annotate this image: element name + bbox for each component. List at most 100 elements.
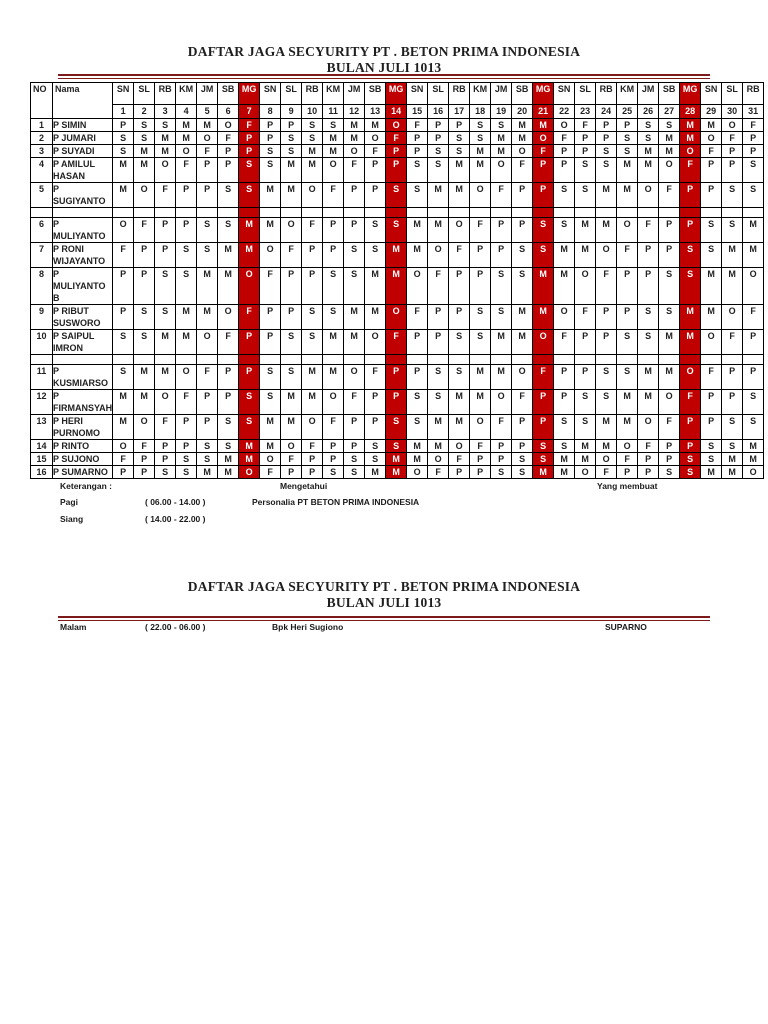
spacer-cell: [700, 207, 723, 218]
day-header-29: SN: [700, 82, 723, 105]
schedule-cell: M: [616, 157, 639, 183]
schedule-cell: M: [385, 452, 408, 466]
schedule-cell: P: [175, 217, 198, 243]
day-number-23: 23: [574, 104, 597, 119]
col-header-name: Nama: [51, 82, 114, 119]
spacer-cell: [406, 207, 429, 218]
schedule-cell: M: [406, 452, 429, 466]
schedule-cell: M: [175, 131, 198, 145]
schedule-cell: M: [217, 242, 240, 268]
schedule-cell: F: [301, 217, 324, 243]
schedule-cell: M: [721, 242, 744, 268]
table-row: 14 P RINTO O F P P S S M M O F P P S S M M O F P P S S M M O F P P S S M: [30, 439, 765, 453]
schedule-cell: P: [364, 157, 387, 183]
schedule-cell: P: [595, 118, 618, 132]
schedule-cell: M: [532, 267, 555, 305]
schedule-cell: M: [364, 465, 387, 479]
schedule-cell: P: [469, 267, 492, 305]
schedule-cell: S: [490, 267, 513, 305]
day-header-31: RB: [742, 82, 765, 105]
schedule-cell: O: [175, 144, 198, 158]
guard-name: P SIMIN: [51, 118, 114, 132]
spacer-cell: [553, 207, 576, 218]
schedule-cell: S: [238, 182, 261, 208]
schedule-cell: M: [742, 242, 765, 268]
schedule-cell: S: [574, 389, 597, 415]
schedule-cell: P: [616, 267, 639, 305]
mengetahui-label: Mengetahui: [280, 481, 328, 491]
schedule-cell: S: [511, 267, 534, 305]
schedule-cell: P: [448, 267, 471, 305]
schedule-cell: S: [721, 414, 744, 440]
spacer-cell: [469, 207, 492, 218]
schedule-cell: M: [301, 364, 324, 390]
schedule-cell: P: [742, 364, 765, 390]
schedule-cell: S: [427, 364, 450, 390]
schedule-cell: M: [490, 131, 513, 145]
day-number-27: 27: [658, 104, 681, 119]
schedule-cell: S: [343, 452, 366, 466]
schedule-cell: S: [133, 304, 156, 330]
schedule-cell: M: [217, 267, 240, 305]
schedule-cell: F: [532, 364, 555, 390]
schedule-cell: P: [595, 329, 618, 355]
schedule-cell: P: [490, 439, 513, 453]
schedule-cell: P: [196, 389, 219, 415]
schedule-cell: S: [406, 414, 429, 440]
schedule-cell: P: [658, 217, 681, 243]
day-number-8: 8: [259, 104, 282, 119]
schedule-cell: P: [679, 217, 702, 243]
schedule-cell: O: [196, 131, 219, 145]
schedule-cell: S: [259, 389, 282, 415]
schedule-cell: S: [112, 131, 135, 145]
schedule-cell: M: [679, 118, 702, 132]
schedule-cell: P: [364, 414, 387, 440]
day-header-13: SB: [364, 82, 387, 105]
spacer-cell: [301, 207, 324, 218]
spacer-cell: [658, 207, 681, 218]
schedule-cell: S: [154, 118, 177, 132]
schedule-cell: M: [742, 439, 765, 453]
schedule-cell: O: [448, 439, 471, 453]
schedule-cell: M: [238, 452, 261, 466]
schedule-cell: M: [154, 329, 177, 355]
schedule-cell: M: [364, 267, 387, 305]
schedule-cell: O: [595, 242, 618, 268]
schedule-cell: P: [112, 118, 135, 132]
schedule-cell: M: [343, 329, 366, 355]
schedule-cell: M: [490, 144, 513, 158]
schedule-cell: M: [385, 267, 408, 305]
schedule-cell: O: [427, 452, 450, 466]
schedule-cell: M: [637, 157, 660, 183]
table-row: 11 P KUSMIARSO S M M O F P P S S M M O F P P S S M M O F P P S S M M…: [30, 364, 765, 390]
schedule-cell: S: [112, 329, 135, 355]
schedule-cell: P: [238, 131, 261, 145]
schedule-cell: P: [154, 217, 177, 243]
schedule-cell: S: [322, 118, 345, 132]
day-number-16: 16: [427, 104, 450, 119]
schedule-cell: S: [658, 267, 681, 305]
schedule-cell: P: [301, 452, 324, 466]
schedule-cell: M: [112, 414, 135, 440]
schedule-cell: F: [343, 157, 366, 183]
schedule-cell: F: [259, 267, 282, 305]
schedule-cell: S: [112, 144, 135, 158]
schedule-cell: M: [322, 329, 345, 355]
schedule-cell: P: [196, 182, 219, 208]
day-header-11: KM: [322, 82, 345, 105]
schedule-cell: S: [280, 144, 303, 158]
schedule-cell: F: [721, 329, 744, 355]
schedule-cell: O: [259, 452, 282, 466]
schedule-cell: M: [469, 364, 492, 390]
schedule-cell: S: [238, 157, 261, 183]
schedule-cell: S: [238, 389, 261, 415]
schedule-cell: M: [658, 131, 681, 145]
schedule-cell: M: [364, 118, 387, 132]
schedule-cell: O: [574, 267, 597, 305]
schedule-cell: M: [700, 304, 723, 330]
guard-name: P RONI WIJAYANTO: [51, 242, 114, 268]
schedule-cell: M: [532, 118, 555, 132]
schedule-cell: M: [448, 182, 471, 208]
